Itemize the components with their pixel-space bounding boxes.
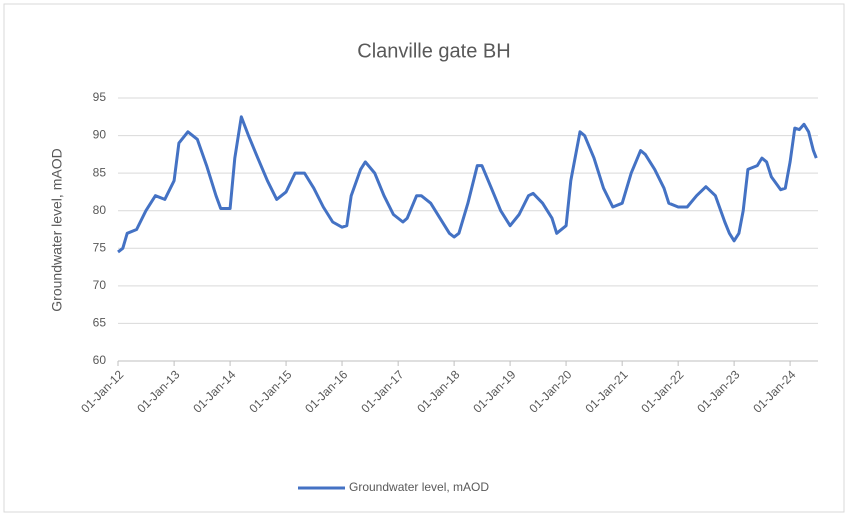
y-tick-label: 90 <box>93 128 107 142</box>
y-tick-label: 85 <box>93 165 107 179</box>
data-line <box>117 115 818 254</box>
chart-title: Clanville gate BH <box>357 40 510 62</box>
legend-label: Groundwater level, mAOD <box>349 480 489 494</box>
y-tick-label: 60 <box>93 353 107 367</box>
y-tick-label: 75 <box>93 240 107 254</box>
y-tick-label: 65 <box>93 316 107 330</box>
y-tick-label: 70 <box>93 278 107 292</box>
y-tick-label: 80 <box>93 203 107 217</box>
y-tick-label: 95 <box>93 90 107 104</box>
chart-frame <box>3 3 845 513</box>
y-axis-title: Groundwater level, mAOD <box>49 148 65 311</box>
